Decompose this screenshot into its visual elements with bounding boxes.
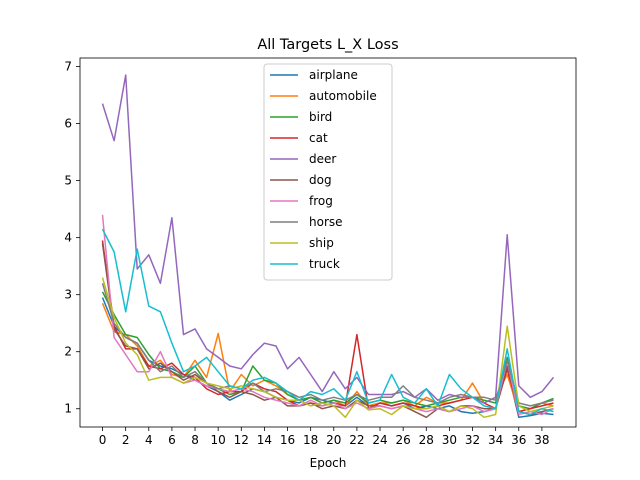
x-tick-label: 14 (257, 433, 272, 447)
series-line-dog (101, 243, 554, 419)
x-tick-label: 6 (168, 433, 176, 447)
y-axis: 1 2 3 4 5 6 7 (64, 60, 80, 416)
x-tick-label: 26 (396, 433, 411, 447)
legend-item-deer: deer (270, 152, 336, 166)
y-tick-label: 1 (64, 402, 72, 416)
x-tick-label: 10 (211, 433, 226, 447)
legend-item-automobile: automobile (270, 89, 377, 103)
x-tick-label: 34 (488, 433, 503, 447)
x-tick-label: 24 (372, 433, 387, 447)
x-tick-label: 30 (442, 433, 457, 447)
legend-item-dog: dog (270, 173, 332, 187)
y-tick-label: 4 (64, 231, 72, 245)
x-tick-label: 20 (326, 433, 341, 447)
legend-item-truck: truck (270, 257, 340, 271)
series-line-bird (101, 291, 554, 410)
legend-item-bird: bird (270, 110, 332, 124)
x-tick-label: 12 (234, 433, 249, 447)
legend-label: horse (309, 215, 343, 229)
x-axis-label: Epoch (310, 456, 347, 470)
legend-label: dog (309, 173, 332, 187)
legend-item-ship: ship (270, 236, 334, 250)
legend-item-horse: horse (270, 215, 343, 229)
y-tick-label: 2 (64, 345, 72, 359)
legend-item-airplane: airplane (270, 68, 358, 82)
x-tick-label: 0 (99, 433, 107, 447)
legend: airplane automobile bird cat deer dog frog hors… (263, 63, 393, 281)
series-line-horse (101, 283, 554, 407)
x-tick-label: 2 (122, 433, 130, 447)
legend-label: frog (309, 194, 333, 208)
x-tick-label: 32 (465, 433, 480, 447)
x-tick-label: 36 (511, 433, 526, 447)
legend-box (263, 63, 393, 281)
legend-label: ship (309, 236, 334, 250)
legend-label: airplane (309, 68, 358, 82)
x-tick-label: 16 (280, 433, 295, 447)
series-line-ship (101, 277, 554, 419)
x-tick-label: 8 (191, 433, 199, 447)
legend-label: truck (309, 257, 340, 271)
series-line-truck (101, 228, 554, 416)
legend-label: deer (309, 152, 336, 166)
x-tick-label: 22 (349, 433, 364, 447)
plot-area (79, 57, 577, 428)
y-tick-label: 6 (64, 117, 72, 131)
y-tick-label: 5 (64, 174, 72, 188)
x-tick-label: 28 (419, 433, 434, 447)
x-tick-label: 18 (303, 433, 318, 447)
chart-title: All Targets L_X Loss (257, 37, 398, 53)
x-tick-label: 4 (145, 433, 153, 447)
axes-frame (79, 57, 577, 428)
legend-label: bird (309, 110, 332, 124)
series-line-deer (101, 74, 555, 404)
legend-label: automobile (309, 89, 377, 103)
y-tick-label: 3 (64, 288, 72, 302)
x-axis: 0 2 4 6 8 10 12 14 16 18 20 22 24 26 28 30 32 34 36 38 (99, 427, 550, 447)
legend-item-cat: cat (270, 131, 328, 145)
legend-item-frog: frog (270, 194, 333, 208)
legend-label: cat (309, 131, 328, 145)
x-tick-label: 38 (534, 433, 549, 447)
y-tick-label: 7 (64, 60, 72, 74)
